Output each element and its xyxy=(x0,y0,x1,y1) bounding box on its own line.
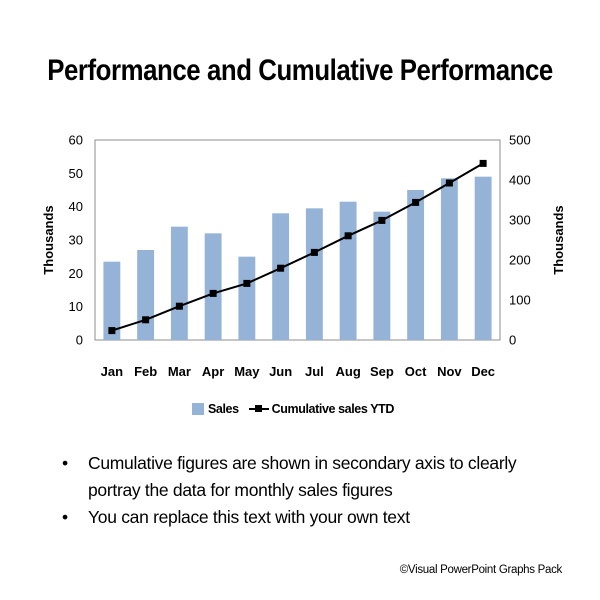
bar-sales xyxy=(407,190,425,340)
y-tick-label: 60 xyxy=(69,133,83,148)
marker-cumulative xyxy=(378,216,386,224)
marker-cumulative xyxy=(310,248,318,256)
legend-item-cumulative: Cumulative sales YTD xyxy=(248,402,395,416)
marker-cumulative xyxy=(277,264,285,272)
y2-tick-label: 0 xyxy=(509,333,516,348)
y-tick-label: 10 xyxy=(69,299,83,314)
bar-sales xyxy=(305,208,323,340)
bar-sales xyxy=(272,213,290,340)
bar-sales xyxy=(137,250,155,340)
marker-cumulative xyxy=(412,198,420,206)
x-tick-label: Dec xyxy=(471,364,495,379)
marker-cumulative xyxy=(479,159,487,167)
y2-tick-label: 300 xyxy=(509,213,531,228)
x-tick-label: Apr xyxy=(202,364,224,379)
legend-item-sales: Sales xyxy=(192,402,239,416)
x-tick-label: Aug xyxy=(335,364,360,379)
bar-sales xyxy=(204,233,222,340)
bullet-text: Cumulative figures are shown in secondar… xyxy=(88,453,517,500)
bar-sales xyxy=(474,176,492,340)
y2-axis-title: Thousands xyxy=(551,205,566,274)
x-tick-label: Nov xyxy=(437,364,462,379)
bar-sales xyxy=(238,256,256,340)
x-tick-label: May xyxy=(234,364,260,379)
x-tick-label: Feb xyxy=(134,364,157,379)
y-tick-label: 30 xyxy=(69,233,83,248)
y2-tick-label: 200 xyxy=(509,253,531,268)
copyright-footer: ©Visual PowerPoint Graphs Pack xyxy=(399,564,563,576)
y-axis-title: Thousands xyxy=(41,205,56,274)
x-tick-label: Jun xyxy=(269,364,292,379)
bar-sales xyxy=(170,226,188,340)
x-tick-label: Jul xyxy=(305,364,324,379)
x-tick-label: Mar xyxy=(168,364,191,379)
y-tick-label: 40 xyxy=(69,199,83,214)
plot-area xyxy=(94,139,501,341)
y-tick-label: 0 xyxy=(76,333,83,348)
x-tick-label: Jan xyxy=(101,364,123,379)
bullet-item: • You can replace this text with your own… xyxy=(62,507,410,527)
y-tick-label: 20 xyxy=(69,266,83,281)
x-tick-label: Oct xyxy=(405,364,427,379)
legend-label-cumulative: Cumulative sales YTD xyxy=(271,402,395,416)
legend-swatch-sales xyxy=(192,403,204,415)
y-tick-label: 50 xyxy=(69,166,83,181)
chart-title: Performance and Cumulative Performance xyxy=(47,54,553,87)
marker-cumulative xyxy=(344,232,352,240)
marker-cumulative xyxy=(209,289,217,297)
y2-tick-label: 100 xyxy=(509,293,531,308)
bullet-list: • Cumulative figures are shown in seconda… xyxy=(58,450,558,531)
bar-sales xyxy=(103,261,121,340)
bar-sales xyxy=(373,211,391,340)
marker-cumulative xyxy=(142,316,150,324)
chart-plot: 0 10 20 30 40 50 60 0 100 200 300 400 500 Thousands Th… xyxy=(41,133,566,380)
bar-sales xyxy=(339,201,357,340)
chart-legend: Sales Cumulative sales YTD xyxy=(192,402,404,416)
bullet-item: • Cumulative figures are shown in seconda… xyxy=(62,453,517,500)
y2-tick-label: 500 xyxy=(509,133,531,148)
bar-sales xyxy=(440,178,458,340)
y2-tick-label: 400 xyxy=(509,173,531,188)
bullet-text: You can replace this text with your own … xyxy=(88,507,410,527)
marker-cumulative xyxy=(175,302,183,310)
line-cumulative xyxy=(111,162,484,332)
legend-swatch-cumulative xyxy=(248,403,269,415)
x-tick-label: Sep xyxy=(370,364,394,379)
legend-label-sales: Sales xyxy=(208,402,239,416)
marker-cumulative xyxy=(445,179,453,187)
marker-cumulative xyxy=(243,279,251,287)
marker-cumulative xyxy=(108,327,116,335)
